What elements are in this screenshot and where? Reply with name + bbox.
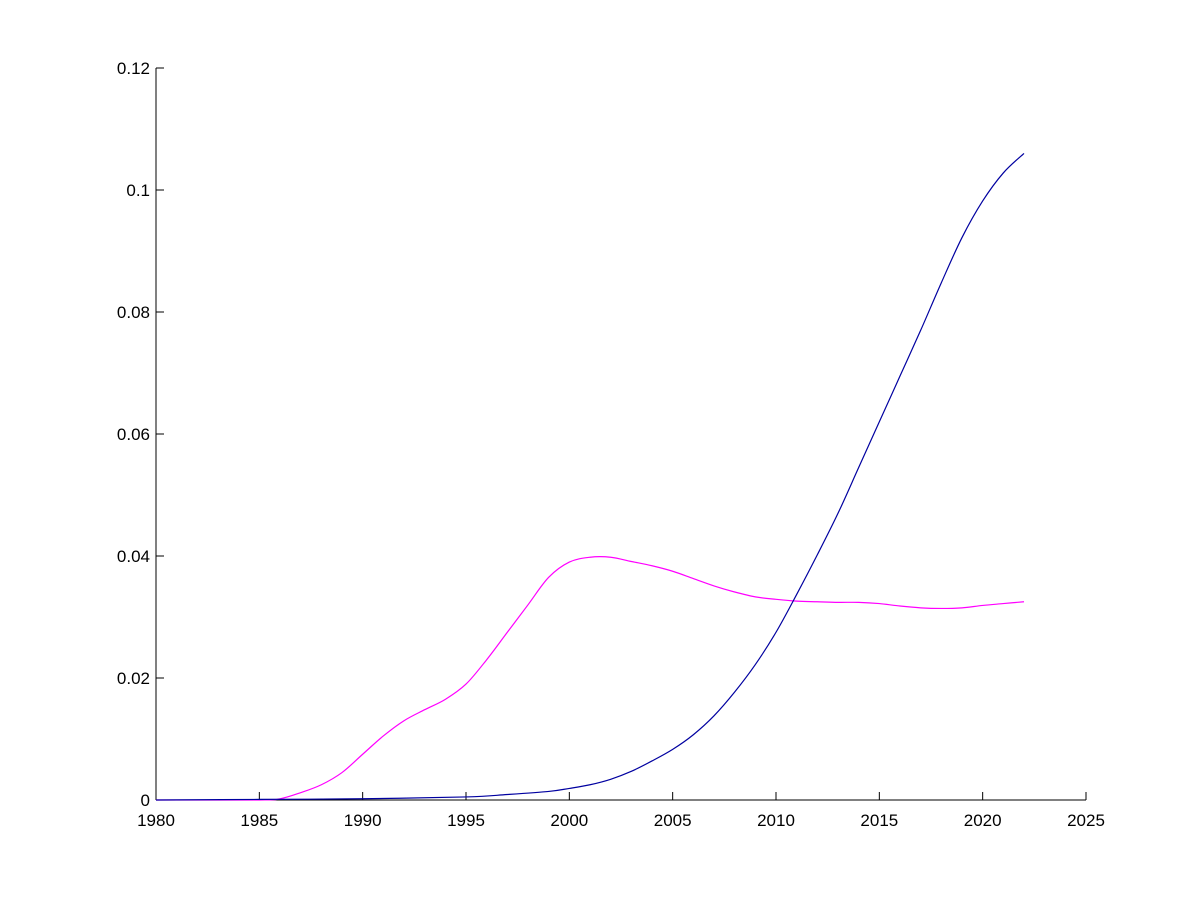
x-tick-label: 2025: [1067, 811, 1105, 830]
series-line-2: [155, 152, 1025, 801]
y-tick-label: 0.1: [126, 181, 150, 200]
y-tick-label: 0.02: [117, 669, 150, 688]
x-tick-label: 1980: [137, 811, 175, 830]
x-tick-label: 2020: [964, 811, 1002, 830]
y-tick-label: 0.04: [117, 547, 150, 566]
x-tick-label: 1995: [447, 811, 485, 830]
x-tick-label: 1990: [344, 811, 382, 830]
x-tick-label: 2000: [550, 811, 588, 830]
y-tick-label: 0.08: [117, 303, 150, 322]
series-layer: [155, 152, 1025, 801]
x-tick-label: 2015: [860, 811, 898, 830]
y-tick-label: 0.12: [117, 59, 150, 78]
x-tick-label: 1985: [240, 811, 278, 830]
y-tick-label: 0: [141, 791, 150, 810]
x-tick-label: 2010: [757, 811, 795, 830]
y-tick-label: 0.06: [117, 425, 150, 444]
series-line-1: [155, 556, 1025, 801]
axes: 1980 1985 1990 1995 2000 2005 2010 2015 2020 2025…: [117, 59, 1105, 830]
x-tick-label: 2005: [654, 811, 692, 830]
